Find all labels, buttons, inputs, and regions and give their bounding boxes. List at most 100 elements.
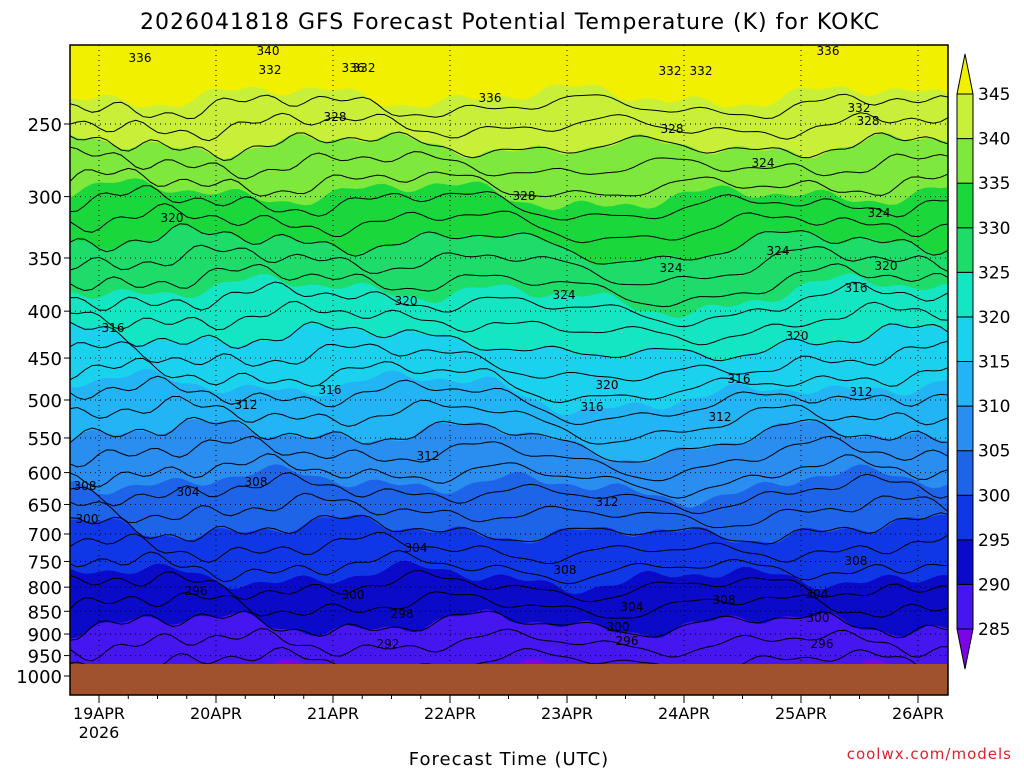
x-tick-label: 25APR [775, 704, 827, 723]
contour-label: 332 [659, 64, 682, 78]
y-axis: 2503003504004505005506006507007508008509… [16, 115, 70, 688]
contour-label: 312 [235, 398, 258, 412]
contour-label: 340 [257, 44, 280, 58]
contour-label: 324 [752, 156, 775, 170]
contour-294 [70, 570, 948, 603]
contour-label: 312 [709, 410, 732, 424]
y-tick-label: 600 [28, 464, 62, 485]
colorbar-label: 325 [978, 263, 1010, 283]
contour-label: 304 [177, 485, 200, 499]
colorbar-label: 330 [978, 219, 1010, 239]
contour-292 [70, 591, 948, 619]
x-tick-label: 19APR [73, 704, 125, 723]
x-tick-label: 26APR [892, 704, 944, 723]
contour-label: 312 [850, 385, 873, 399]
colorbar-swatch-285 [956, 583, 974, 630]
contour-label: 296 [185, 584, 208, 598]
contour-label: 316 [581, 400, 604, 414]
y-tick-label: 300 [28, 188, 62, 209]
contour-label: 320 [596, 378, 619, 392]
contour-336 [70, 167, 948, 198]
contour-label: 304 [806, 587, 829, 601]
x-tick-label: 20APR [190, 704, 242, 723]
contour-310 [70, 416, 948, 463]
y-tick-label: 950 [28, 647, 62, 668]
y-tick-label: 900 [28, 625, 62, 646]
colorbar-label: 305 [978, 442, 1010, 462]
colorbar-swatch-315 [956, 316, 974, 362]
colorbar-swatch-325 [956, 227, 974, 273]
colorbar-label: 340 [978, 130, 1010, 150]
y-tick-label: 250 [28, 115, 62, 136]
ground-surface [70, 664, 948, 695]
contour-290 [70, 610, 948, 641]
contour-318 [70, 340, 948, 382]
colorbar-swatch-300 [956, 450, 974, 496]
contour-label: 316 [728, 372, 751, 386]
contour-324 [70, 281, 948, 328]
contour-label: 332 [690, 64, 713, 78]
colorbar-label: 335 [978, 174, 1010, 194]
contour-322 [70, 300, 948, 346]
x-axis-title: Forecast Time (UTC) [409, 749, 609, 768]
contour-298 [70, 531, 948, 564]
contour-label: 308 [713, 593, 736, 607]
contour-342 [70, 112, 948, 142]
contour-label: 304 [405, 541, 428, 555]
contour-label: 332 [259, 63, 282, 77]
contour-label: 328 [324, 110, 347, 124]
contour-label: 298 [391, 607, 414, 621]
contour-label: 336 [479, 91, 502, 105]
y-tick-label: 450 [28, 349, 62, 370]
contour-286 [70, 646, 948, 681]
x-tick-label: 22APR [424, 704, 476, 723]
contour-label: 308 [74, 479, 97, 493]
grid-lines [70, 45, 948, 695]
colorbar-swatch-305 [956, 405, 974, 452]
contour-label: 308 [245, 475, 268, 489]
colorbar-swatch-295 [956, 494, 974, 541]
contour-296 [70, 549, 948, 585]
contour-label: 300 [342, 588, 365, 602]
potential-temperature-bands [70, 45, 948, 695]
colorbar-label: 290 [978, 575, 1010, 595]
colorbar-swatch-335 [956, 138, 974, 184]
y-tick-label: 400 [28, 302, 62, 323]
contour-label: 332 [353, 61, 376, 75]
contour-326 [70, 263, 948, 308]
y-tick-label: 750 [28, 552, 62, 573]
contour-320 [70, 321, 948, 362]
y-tick-label: 650 [28, 495, 62, 516]
contour-label: 312 [417, 449, 440, 463]
colorbar-label: 295 [978, 531, 1010, 551]
contour-label: 324 [767, 244, 790, 258]
colorbar-swatch-310 [956, 361, 974, 407]
contour-label: 316 [319, 383, 342, 397]
contour-334 [70, 185, 948, 221]
contour-label: 316 [845, 281, 868, 295]
credit-link[interactable]: coolwx.com/models [847, 745, 1012, 763]
colorbar-swatch-320 [956, 271, 974, 318]
colorbar-extend-bottom [956, 628, 974, 670]
contour-label: 324 [868, 206, 891, 220]
contour-label: 296 [616, 634, 639, 648]
y-tick-label: 350 [28, 249, 62, 270]
colorbar: 285 290 295 300 305 310 315 320 325 330 335 340 345 [956, 53, 1010, 670]
colorbar-swatch-340 [956, 93, 974, 140]
contour-label: 304 [621, 600, 644, 614]
contour-label: 292 [377, 637, 400, 651]
x-axis: 19APR 20APR 21APR 22APR 23APR 24APR 25APR 26APR… [73, 695, 944, 742]
x-year-label: 2026 [79, 723, 120, 742]
x-tick-label: 23APR [541, 704, 593, 723]
contour-338 [70, 146, 948, 180]
colorbar-label: 300 [978, 486, 1010, 506]
colorbar-label: 310 [978, 397, 1010, 417]
y-tick-label: 1000 [16, 667, 62, 688]
contour-304 [70, 472, 948, 515]
contour-label: 320 [395, 294, 418, 308]
contour-306 [70, 453, 948, 499]
band-330 [70, 45, 948, 695]
